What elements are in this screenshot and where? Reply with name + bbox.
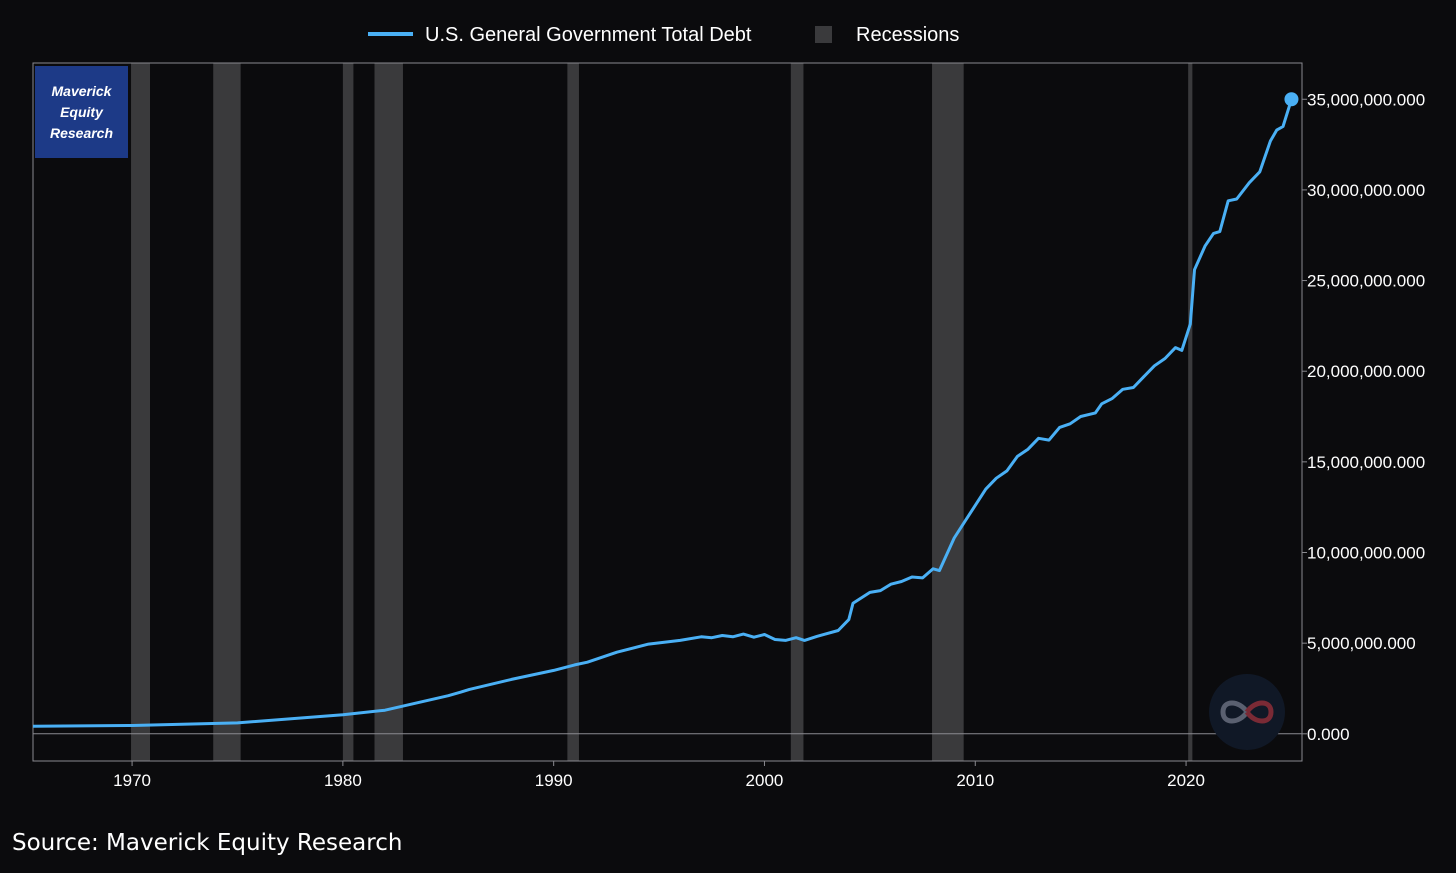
recession-band-2 (342, 63, 354, 761)
x-tick-label: 1980 (324, 771, 362, 790)
x-axis-ticks: 1970 1980 1990 2000 2010 2020 (113, 761, 1205, 790)
y-axis-ticks: 0.000 5,000,000.000 10,000,000.000 15,000,0… (1302, 90, 1425, 744)
recession-band-4 (567, 63, 579, 761)
y-tick-label: 35,000,000.000 (1307, 90, 1425, 109)
x-tick-label: 1990 (535, 771, 573, 790)
source-caption: Source: Maverick Equity Research (12, 830, 403, 856)
legend-label-debt: U.S. General Government Total Debt (425, 24, 752, 46)
y-tick-label: 25,000,000.000 (1307, 272, 1425, 291)
recession-band-7 (1188, 63, 1193, 761)
recession-band-5 (790, 63, 804, 761)
y-tick-label: 10,000,000.000 (1307, 544, 1425, 563)
x-tick-label: 2020 (1167, 771, 1205, 790)
recession-bands (131, 63, 1193, 761)
badge-line-1: Maverick (51, 82, 112, 99)
series-end-marker (1284, 92, 1299, 107)
y-tick-label: 20,000,000.000 (1307, 362, 1425, 381)
infinity-logo-icon (1209, 674, 1285, 750)
maverick-badge: Maverick Equity Research (35, 66, 128, 158)
series-layer (32, 92, 1299, 728)
y-tick-label: 5,000,000.000 (1307, 634, 1416, 653)
recession-band-3 (374, 63, 403, 761)
legend: U.S. General Government Total Debt Reces… (368, 24, 959, 46)
x-tick-label: 2000 (746, 771, 784, 790)
recession-band-1 (213, 63, 241, 761)
x-tick-label: 2010 (956, 771, 994, 790)
y-tick-label: 0.000 (1307, 725, 1350, 744)
legend-recession-swatch (815, 26, 832, 43)
badge-line-2: Equity (60, 103, 103, 120)
y-tick-label: 30,000,000.000 (1307, 181, 1425, 200)
badge-line-3: Research (49, 124, 114, 141)
recession-band-6 (932, 63, 964, 761)
recession-band-0 (131, 63, 150, 761)
plot-frame (32, 62, 1303, 762)
y-tick-label: 15,000,000.000 (1307, 453, 1425, 472)
x-tick-label: 1970 (113, 771, 151, 790)
legend-label-recessions: Recessions (856, 24, 959, 46)
series-line-debt (32, 98, 1293, 728)
